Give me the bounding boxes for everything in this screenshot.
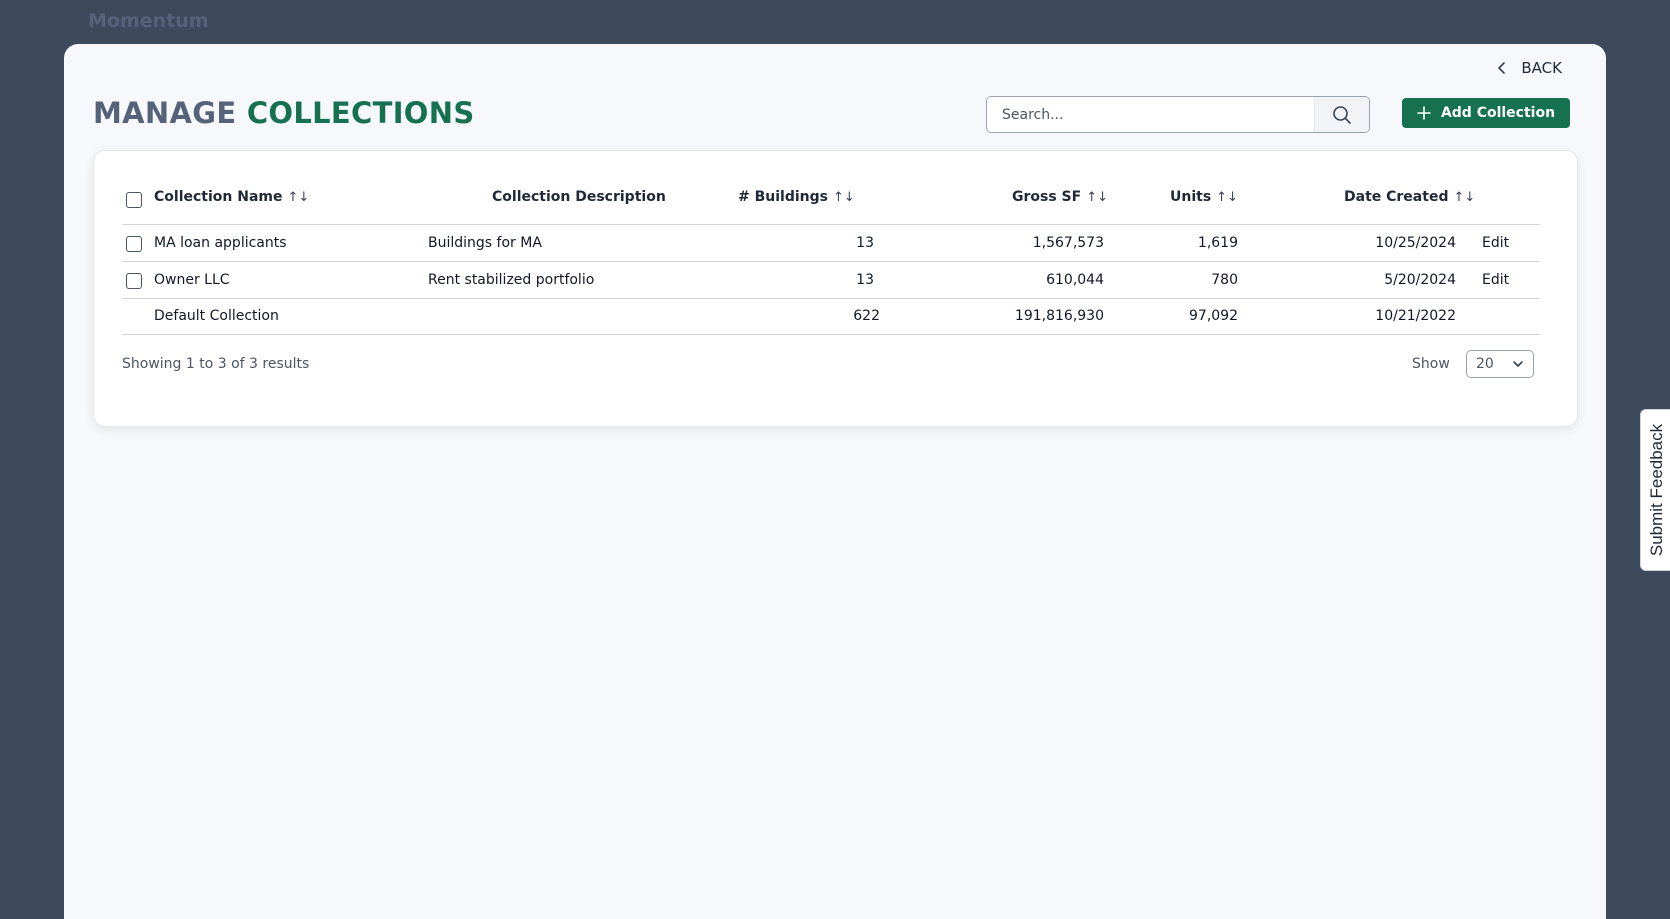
page-size-select[interactable]: 20: [1466, 350, 1534, 378]
cell-units: 97,092: [1189, 308, 1238, 324]
cell-gross-sf: 1,567,573: [1032, 235, 1104, 251]
header-collection-description: Collection Description: [492, 189, 666, 205]
cell-collection-name: MA loan applicants: [154, 235, 287, 251]
cell-buildings: 622: [853, 308, 880, 324]
cell-collection-name: Default Collection: [154, 308, 279, 324]
cell-buildings: 13: [856, 272, 874, 288]
search-icon: [1333, 105, 1351, 124]
sort-icon: ↑↓: [1216, 190, 1238, 205]
edit-link[interactable]: Edit: [1482, 272, 1510, 288]
header-units[interactable]: Units ↑↓: [1170, 189, 1238, 205]
submit-feedback-tab[interactable]: Submit Feedback: [1640, 409, 1670, 571]
collections-table-card: Collection Name ↑↓ Collection Description…: [93, 150, 1578, 427]
header-collection-name[interactable]: Collection Name ↑↓: [154, 189, 310, 205]
table-row: Default Collection 622 191,816,930 97,09…: [94, 298, 1577, 334]
cell-gross-sf: 191,816,930: [1014, 308, 1104, 324]
divider: [122, 334, 1540, 335]
back-label: BACK: [1521, 59, 1562, 77]
search-input[interactable]: [987, 97, 1314, 132]
cell-collection-description: Buildings for MA: [428, 235, 542, 251]
page-title: MANAGE COLLECTIONS: [93, 96, 475, 130]
main-panel: BACK MANAGE COLLECTIONS Add Collection C…: [64, 44, 1606, 919]
select-all-checkbox[interactable]: [126, 192, 142, 208]
sort-icon: ↑↓: [287, 190, 310, 205]
search-button[interactable]: [1314, 97, 1369, 132]
edit-link[interactable]: Edit: [1482, 235, 1510, 251]
page-size-label: Show: [1412, 356, 1450, 372]
page-title-part1: MANAGE: [93, 96, 237, 130]
plus-icon: [1417, 106, 1431, 120]
divider: [122, 261, 1540, 262]
sort-icon: ↑↓: [1453, 190, 1476, 205]
row-checkbox[interactable]: [126, 236, 142, 252]
cell-date-created: 5/20/2024: [1384, 272, 1456, 288]
header-gross-sf[interactable]: Gross SF ↑↓: [1012, 189, 1108, 205]
back-button[interactable]: BACK: [1495, 59, 1562, 77]
cell-gross-sf: 610,044: [1046, 272, 1104, 288]
app-brand: Momentum: [88, 10, 209, 32]
cell-date-created: 10/25/2024: [1375, 235, 1456, 251]
table-row: MA loan applicants Buildings for MA 13 1…: [94, 225, 1577, 261]
submit-feedback-label: Submit Feedback: [1647, 423, 1667, 557]
sort-icon: ↑↓: [832, 190, 855, 205]
cell-units: 1,619: [1197, 235, 1238, 251]
cell-buildings: 13: [856, 235, 874, 251]
cell-collection-description: Rent stabilized portfolio: [428, 272, 595, 288]
header-buildings[interactable]: # Buildings ↑↓: [738, 189, 855, 205]
header-date-created[interactable]: Date Created ↑↓: [1344, 189, 1476, 205]
row-checkbox[interactable]: [126, 273, 142, 289]
add-collection-label: Add Collection: [1440, 105, 1556, 121]
search-box: [986, 96, 1370, 133]
page-size-value: 20: [1476, 356, 1494, 372]
results-summary: Showing 1 to 3 of 3 results: [122, 356, 310, 372]
cell-date-created: 10/21/2022: [1375, 308, 1456, 324]
page-title-part2: COLLECTIONS: [246, 96, 475, 130]
chevron-down-icon: [1513, 361, 1523, 367]
sort-icon: ↑↓: [1086, 190, 1108, 205]
cell-collection-name: Owner LLC: [154, 272, 230, 288]
table-row: Owner LLC Rent stabilized portfolio 13 6…: [94, 262, 1577, 298]
divider: [122, 224, 1540, 225]
chevron-left-icon: [1498, 62, 1506, 74]
cell-units: 780: [1211, 272, 1238, 288]
add-collection-button[interactable]: Add Collection: [1402, 98, 1570, 128]
divider: [122, 298, 1540, 299]
